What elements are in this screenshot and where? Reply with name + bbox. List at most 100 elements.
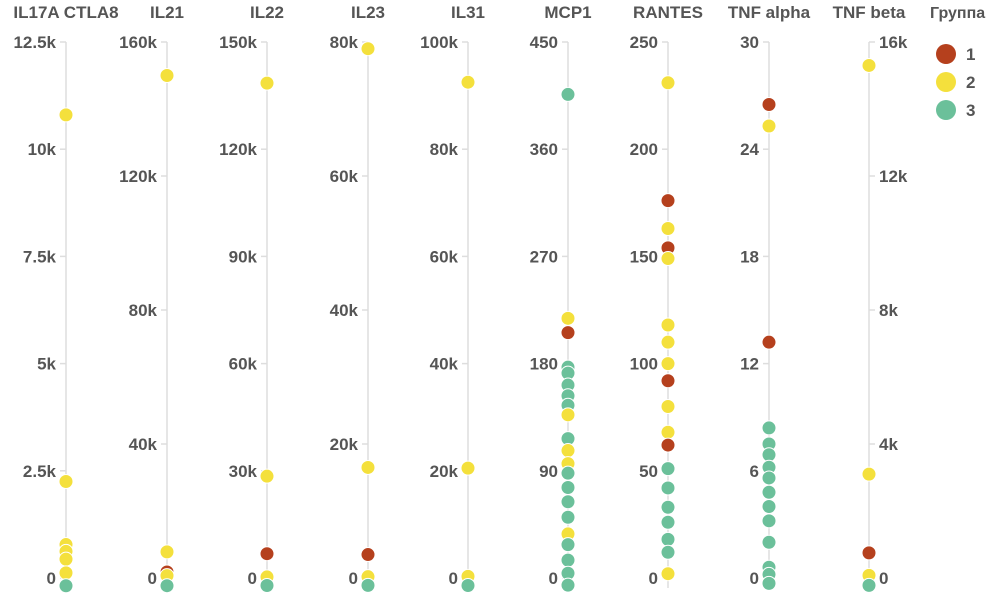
data-point-group-3[interactable]: [360, 577, 376, 593]
data-point-group-1[interactable]: [761, 97, 777, 113]
data-point-group-3[interactable]: [560, 494, 576, 510]
data-point-group-1[interactable]: [360, 547, 376, 563]
tick-label: 80k: [330, 33, 359, 52]
data-point-group-1[interactable]: [861, 545, 877, 561]
axis-tnf-alpha: TNF alpha 0 6 12 18 24 30: [728, 3, 811, 591]
tick-label: 30: [740, 33, 759, 52]
tick-label: 8k: [879, 301, 898, 320]
data-point-group-3[interactable]: [761, 534, 777, 550]
tick-label: 24: [740, 140, 759, 159]
axis-il17a-ctla8: IL17A CTLA8 0 2.5k 5k 7.5k 10k 12.5k: [13, 3, 119, 594]
data-point-group-3[interactable]: [560, 465, 576, 481]
legend: Группа 1 2 3: [930, 5, 985, 120]
tick-label: 5k: [37, 355, 56, 374]
data-point-group-3[interactable]: [460, 578, 476, 594]
tick-label: 6: [750, 462, 759, 481]
data-point-group-2[interactable]: [660, 398, 676, 414]
data-point-group-2[interactable]: [861, 466, 877, 482]
tick-label: 50: [639, 462, 658, 481]
data-point-group-2[interactable]: [660, 221, 676, 237]
data-point-group-3[interactable]: [560, 552, 576, 568]
legend-entry-2[interactable]: 2: [936, 72, 975, 92]
data-point-group-2[interactable]: [660, 334, 676, 350]
data-point-group-2[interactable]: [360, 41, 376, 57]
tick-label: 120k: [219, 140, 257, 159]
legend-entry-3[interactable]: 3: [936, 100, 975, 120]
data-point-group-3[interactable]: [660, 461, 676, 477]
data-point-group-3[interactable]: [58, 578, 74, 594]
data-point-group-2[interactable]: [159, 68, 175, 83]
data-point-group-3[interactable]: [560, 509, 576, 525]
data-point-group-2[interactable]: [58, 107, 74, 123]
legend-label: 2: [966, 73, 975, 92]
data-point-group-2[interactable]: [560, 407, 576, 423]
data-point-group-2[interactable]: [259, 75, 275, 91]
tick-label: 100k: [420, 33, 458, 52]
data-point-group-2[interactable]: [360, 459, 376, 475]
tick-label: 0: [449, 569, 458, 588]
data-point-group-2[interactable]: [58, 474, 74, 490]
tick-label: 10k: [28, 140, 57, 159]
data-point-group-2[interactable]: [259, 468, 275, 484]
data-point-group-3[interactable]: [560, 577, 576, 593]
axis-title: MCP1: [544, 3, 591, 22]
data-point-group-2[interactable]: [660, 566, 676, 582]
data-point-group-2[interactable]: [460, 74, 476, 90]
data-point-group-3[interactable]: [660, 480, 676, 496]
data-point-group-2[interactable]: [660, 424, 676, 440]
data-point-group-3[interactable]: [660, 514, 676, 530]
tick-label: 80k: [430, 140, 459, 159]
axis-il31: IL31 0 20k 40k 60k 80k 100k: [420, 3, 485, 594]
data-point-group-3[interactable]: [761, 575, 777, 591]
data-point-group-3[interactable]: [861, 577, 877, 593]
data-point-group-2[interactable]: [761, 118, 777, 134]
tick-label: 80k: [129, 301, 158, 320]
legend-swatch: [936, 72, 956, 92]
tick-label: 12.5k: [13, 33, 56, 52]
data-point-group-3[interactable]: [660, 544, 676, 560]
data-point-group-3[interactable]: [761, 447, 777, 463]
data-point-group-3[interactable]: [560, 479, 576, 495]
data-point-group-1[interactable]: [761, 334, 777, 350]
data-point-group-2[interactable]: [460, 460, 476, 476]
data-point-group-3[interactable]: [159, 578, 175, 594]
data-point-group-2[interactable]: [660, 317, 676, 333]
data-point-group-3[interactable]: [761, 513, 777, 529]
tick-label: 200: [630, 140, 658, 159]
data-point-group-1[interactable]: [660, 437, 676, 453]
data-point-group-1[interactable]: [259, 546, 275, 562]
data-point-group-2[interactable]: [660, 251, 676, 267]
tick-label: 0: [349, 569, 358, 588]
data-point-group-1[interactable]: [660, 373, 676, 389]
data-point-group-2[interactable]: [660, 75, 676, 91]
data-point-group-3[interactable]: [259, 578, 275, 594]
tick-label: 20k: [430, 462, 459, 481]
data-point-group-3[interactable]: [761, 484, 777, 500]
axis-il23: IL23 0 20k 40k 60k 80k: [330, 3, 385, 593]
data-point-group-3[interactable]: [761, 499, 777, 515]
tick-label: 12k: [879, 167, 908, 186]
data-point-group-1[interactable]: [660, 193, 676, 209]
data-point-group-3[interactable]: [761, 470, 777, 486]
tick-label: 0: [148, 569, 157, 588]
data-point-group-2[interactable]: [58, 551, 74, 567]
data-point-group-2[interactable]: [560, 443, 576, 459]
data-point-group-3[interactable]: [560, 537, 576, 553]
data-point-group-3[interactable]: [660, 531, 676, 547]
data-point-group-2[interactable]: [660, 356, 676, 372]
data-point-group-2[interactable]: [58, 565, 74, 581]
data-point-group-2[interactable]: [861, 57, 877, 73]
data-point-group-2[interactable]: [159, 544, 175, 560]
data-point-group-3[interactable]: [660, 499, 676, 515]
tick-label: 160k: [119, 33, 157, 52]
data-point-group-1[interactable]: [560, 325, 576, 341]
axis-title: TNF alpha: [728, 3, 811, 22]
tick-label: 450: [530, 33, 558, 52]
legend-entry-1[interactable]: 1: [936, 44, 975, 64]
tick-label: 60k: [229, 355, 258, 374]
legend-swatch: [936, 100, 956, 120]
data-point-group-2[interactable]: [560, 310, 576, 326]
data-point-group-3[interactable]: [560, 86, 576, 102]
data-point-group-3[interactable]: [761, 420, 777, 436]
